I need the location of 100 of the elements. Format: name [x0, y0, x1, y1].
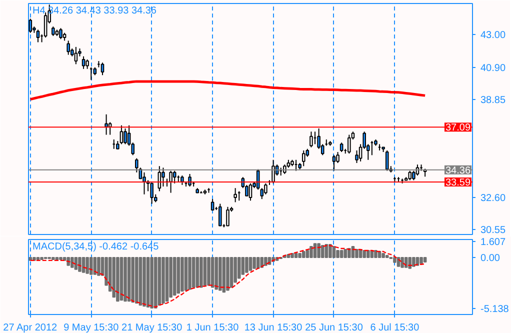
bar — [203, 256, 207, 286]
candlestick — [310, 131, 313, 148]
candlestick — [142, 172, 146, 195]
line-series — [29, 80, 426, 101]
bar — [382, 252, 385, 258]
bar — [131, 256, 134, 303]
candlestick — [120, 124, 124, 145]
ref-line-label: 34.36 — [445, 165, 471, 176]
bar — [332, 246, 336, 258]
x-tick-label: 6 Jul 15:30 — [370, 322, 420, 333]
bar — [70, 256, 74, 268]
candlestick — [100, 62, 104, 76]
candlestick — [260, 188, 264, 200]
bar — [241, 256, 245, 275]
bar — [184, 256, 188, 291]
x-tick-label: 9 May 15:30 — [64, 322, 120, 333]
x-tick-label: 1 Jun 15:30 — [186, 322, 240, 333]
bar — [176, 256, 180, 294]
ref-line-label: 33.59 — [445, 177, 471, 188]
bar — [146, 256, 150, 308]
bar — [89, 256, 93, 275]
candlestick — [226, 206, 230, 226]
bar — [200, 256, 203, 288]
bar — [172, 256, 176, 296]
bar — [408, 256, 412, 269]
bar — [340, 250, 344, 258]
candlestick — [82, 56, 86, 70]
bar — [97, 256, 100, 276]
bar — [317, 243, 320, 258]
y-tick-label: 0.00 — [480, 252, 500, 264]
bar — [306, 250, 310, 258]
bar — [328, 244, 332, 258]
bar — [207, 256, 210, 286]
bar — [154, 256, 158, 309]
bar — [165, 256, 169, 302]
candlestick — [340, 142, 344, 153]
bar — [78, 256, 82, 272]
bar — [264, 256, 268, 266]
bar — [135, 256, 138, 304]
bar — [192, 256, 196, 288]
candlestick — [124, 128, 127, 145]
bar — [252, 256, 256, 269]
bar — [230, 256, 234, 288]
candlestick — [188, 173, 192, 188]
candlestick — [44, 12, 48, 38]
bar — [214, 256, 218, 290]
bar — [310, 246, 313, 258]
x-tick-label: 25 Jun 15:30 — [305, 322, 364, 333]
bar — [420, 256, 423, 264]
y-tick-label: 40.90 — [480, 62, 506, 74]
bar — [336, 250, 340, 258]
bar — [158, 256, 162, 306]
candlestick — [248, 182, 252, 202]
bar — [344, 249, 348, 258]
bar — [142, 256, 146, 307]
candlestick — [302, 150, 306, 167]
bar — [180, 256, 184, 292]
x-tick-label: 13 Jun 15:30 — [244, 322, 303, 333]
bar — [120, 256, 124, 301]
bar — [226, 256, 230, 291]
x-tick-label: 21 May 15:30 — [122, 322, 183, 333]
candlestick — [172, 170, 176, 184]
candlestick — [264, 182, 268, 195]
y-tick-label: 1.607 — [480, 237, 506, 248]
candlestick — [74, 46, 78, 65]
ref-line-label: 37.09 — [445, 122, 471, 134]
candlestick — [162, 167, 165, 188]
y-tick-label: -5.138 — [480, 304, 510, 315]
candlestick — [408, 170, 412, 181]
bar — [196, 256, 200, 288]
candlestick — [332, 154, 336, 172]
bar — [302, 251, 306, 258]
candlestick — [218, 203, 222, 226]
bar — [423, 256, 427, 263]
bar — [218, 256, 222, 291]
bar — [116, 256, 120, 302]
bar — [374, 250, 378, 258]
y-tick-label: 32.60 — [480, 192, 506, 204]
candlestick — [66, 40, 70, 56]
bar — [355, 249, 358, 258]
bar — [127, 256, 131, 302]
y-tick-label: 43.00 — [480, 30, 506, 41]
bar — [400, 256, 404, 268]
candlestick — [150, 182, 154, 204]
candlestick — [36, 29, 40, 43]
y-tick-label: 30.55 — [480, 225, 506, 236]
candlestick — [135, 158, 138, 173]
bar — [150, 256, 154, 309]
candlestick — [348, 134, 351, 154]
bar — [169, 256, 172, 298]
bar — [245, 256, 248, 273]
bar — [298, 252, 302, 258]
candlestick — [86, 58, 89, 70]
candlestick — [210, 198, 214, 211]
candlestick — [385, 150, 389, 172]
bar — [86, 256, 89, 274]
candlestick — [52, 26, 55, 36]
bar — [162, 256, 165, 304]
bar — [74, 256, 78, 270]
bar — [290, 252, 294, 258]
